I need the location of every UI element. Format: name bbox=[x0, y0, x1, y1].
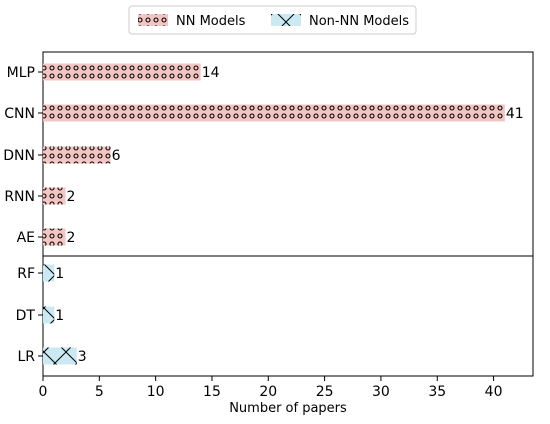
x-tick-label-10: 10 bbox=[147, 384, 165, 400]
bar-rf bbox=[43, 264, 55, 282]
value-labels: 14 41 6 2 2 1 1 3 bbox=[55, 65, 523, 365]
category-label-rnn: RNN bbox=[4, 189, 35, 205]
x-tick-label-20: 20 bbox=[259, 384, 277, 400]
bar-dt bbox=[43, 306, 55, 324]
category-labels: MLP CNN DNN RNN AE RF DT LR bbox=[3, 65, 43, 365]
bar-ae bbox=[43, 228, 66, 246]
legend-swatch-non-nn bbox=[271, 14, 301, 26]
value-label-rf: 1 bbox=[55, 266, 64, 282]
bar-lr bbox=[43, 347, 77, 365]
legend-swatch-nn bbox=[138, 14, 168, 26]
bars-layer bbox=[43, 63, 505, 365]
x-tick-label-15: 15 bbox=[203, 384, 221, 400]
legend: NN Models Non-NN Models bbox=[128, 5, 417, 35]
x-tick-label-5: 5 bbox=[95, 384, 104, 400]
value-label-lr: 3 bbox=[78, 349, 87, 365]
category-label-rf: RF bbox=[17, 266, 35, 282]
value-label-rnn: 2 bbox=[67, 189, 76, 205]
bar-rnn bbox=[43, 187, 66, 205]
x-tick-label-25: 25 bbox=[316, 384, 334, 400]
value-label-mlp: 14 bbox=[202, 65, 220, 81]
bar-mlp bbox=[43, 63, 201, 81]
x-axis: 0 5 10 15 20 25 30 35 40 bbox=[39, 376, 503, 400]
bar-cnn bbox=[43, 104, 505, 122]
x-tick-label-40: 40 bbox=[485, 384, 503, 400]
x-tick-label-35: 35 bbox=[428, 384, 446, 400]
legend-label-non-nn: Non-NN Models bbox=[309, 14, 409, 29]
category-label-lr: LR bbox=[17, 349, 35, 365]
category-label-mlp: MLP bbox=[7, 65, 35, 81]
bar-dnn bbox=[43, 146, 111, 164]
plot-frame bbox=[42, 51, 534, 377]
value-label-cnn: 41 bbox=[506, 106, 524, 122]
legend-label-nn: NN Models bbox=[176, 14, 246, 29]
category-label-dt: DT bbox=[16, 308, 36, 324]
x-axis-title: Number of papers bbox=[229, 401, 347, 416]
value-label-ae: 2 bbox=[67, 230, 76, 246]
value-label-dt: 1 bbox=[55, 308, 64, 324]
x-tick-label-30: 30 bbox=[372, 384, 390, 400]
value-label-dnn: 6 bbox=[112, 148, 121, 164]
category-label-cnn: CNN bbox=[4, 106, 35, 122]
x-tick-label-0: 0 bbox=[39, 384, 48, 400]
category-label-ae: AE bbox=[17, 230, 35, 246]
category-label-dnn: DNN bbox=[3, 148, 35, 164]
